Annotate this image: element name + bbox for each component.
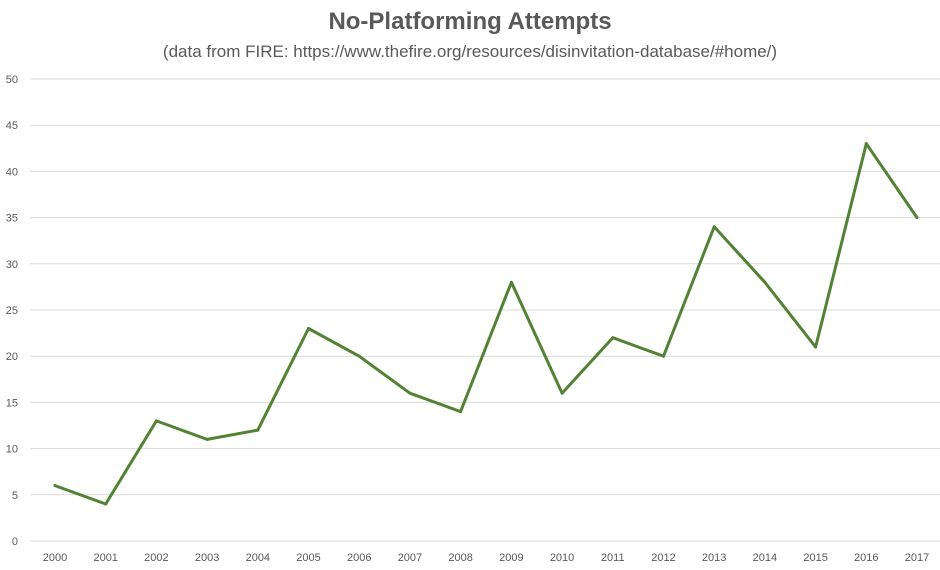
- y-tick-label: 5: [12, 490, 18, 502]
- x-tick-label: 2011: [601, 552, 625, 564]
- data-point-2008: [459, 410, 463, 414]
- x-tick-label: 2008: [448, 552, 472, 564]
- data-point-2002: [154, 419, 158, 423]
- series-line-0: [53, 142, 919, 506]
- x-tick-label: 2001: [93, 552, 117, 564]
- x-tick-label: 2005: [296, 552, 320, 564]
- data-point-2005: [307, 326, 311, 330]
- y-axis-tick-labels: 0 5 10 15 20 25 30 35 40 45 50: [6, 74, 18, 548]
- x-tick-label: 2009: [499, 552, 523, 564]
- chart-title: No-Platforming Attempts: [328, 8, 612, 35]
- x-tick-label: 2012: [651, 552, 675, 564]
- data-point-2004: [256, 428, 260, 432]
- y-tick-label: 40: [6, 166, 18, 178]
- y-tick-label: 45: [6, 120, 18, 132]
- y-tick-label: 50: [6, 74, 18, 86]
- data-point-2011: [611, 336, 615, 340]
- x-tick-label: 2003: [195, 552, 219, 564]
- y-tick-label: 15: [6, 397, 18, 409]
- x-tick-label: 2000: [43, 552, 67, 564]
- x-tick-label: 2013: [702, 552, 726, 564]
- data-point-2015: [814, 345, 818, 349]
- data-point-2012: [661, 354, 665, 358]
- y-tick-label: 10: [6, 444, 18, 456]
- y-tick-label: 0: [12, 536, 18, 548]
- x-tick-label: 2002: [144, 552, 168, 564]
- x-tick-label: 2016: [854, 552, 878, 564]
- y-tick-label: 35: [6, 213, 18, 225]
- data-point-2013: [712, 225, 716, 229]
- series-layer: [53, 142, 919, 506]
- y-tick-label: 25: [6, 305, 18, 317]
- data-point-2007: [408, 391, 412, 395]
- chart-subtitle: (data from FIRE: https://www.thefire.org…: [162, 42, 778, 61]
- data-point-2006: [357, 354, 361, 358]
- x-tick-label: 2010: [550, 552, 574, 564]
- gridlines: [30, 78, 940, 542]
- data-point-2014: [763, 280, 767, 284]
- x-tick-label: 2014: [753, 552, 777, 564]
- x-tick-label: 2004: [246, 552, 270, 564]
- data-point-2001: [104, 502, 108, 506]
- data-point-2003: [205, 437, 209, 441]
- y-tick-label: 20: [6, 351, 18, 363]
- data-point-2017: [915, 216, 919, 220]
- x-tick-label: 2006: [347, 552, 371, 564]
- data-point-2016: [864, 142, 868, 146]
- data-point-2000: [53, 484, 57, 488]
- data-point-2009: [509, 280, 513, 284]
- data-point-2010: [560, 391, 564, 395]
- x-axis-tick-labels: 2000 2001 2002 2003 2004 2005 2006 2007 2008 2009…: [43, 552, 929, 564]
- y-tick-label: 30: [6, 259, 18, 271]
- x-tick-label: 2015: [803, 552, 827, 564]
- x-tick-label: 2017: [905, 552, 929, 564]
- x-tick-label: 2007: [398, 552, 422, 564]
